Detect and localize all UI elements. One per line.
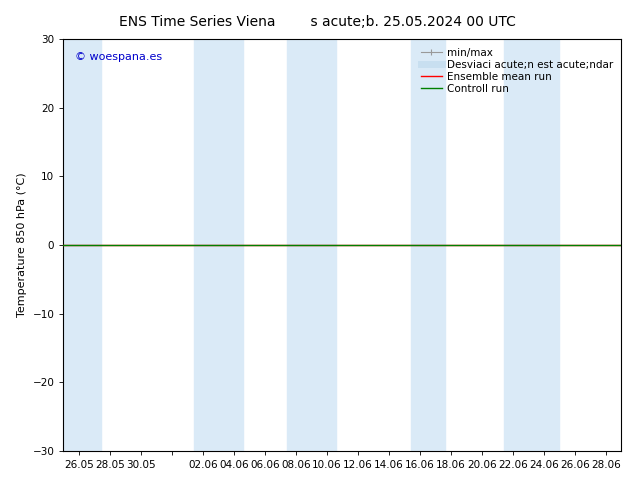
Bar [503,39,559,451]
Legend: min/max, Desviaci acute;n est acute;ndar, Ensemble mean run, Controll run: min/max, Desviaci acute;n est acute;ndar… [418,45,616,97]
Text: ENS Time Series Viena        s acute;b. 25.05.2024 00 UTC: ENS Time Series Viena s acute;b. 25.05.2… [119,15,515,29]
Y-axis label: Temperature 850 hPa (°C): Temperature 850 hPa (°C) [17,172,27,318]
Bar [193,39,243,451]
Bar [63,39,101,451]
Bar [287,39,336,451]
Text: © woespana.es: © woespana.es [75,51,162,62]
Bar [411,39,444,451]
